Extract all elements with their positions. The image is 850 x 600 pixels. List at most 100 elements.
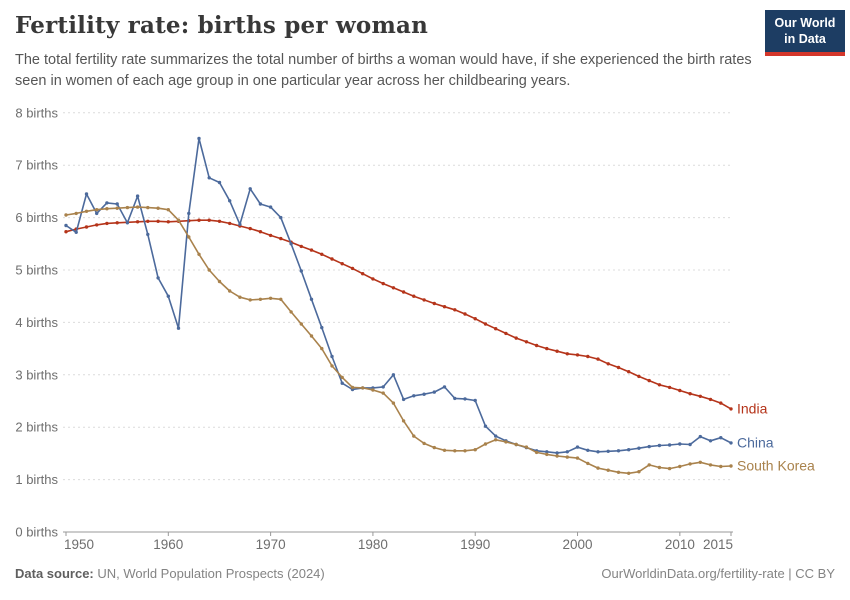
data-point[interactable] bbox=[105, 201, 109, 205]
data-point[interactable] bbox=[299, 269, 303, 273]
data-point[interactable] bbox=[217, 180, 222, 185]
data-point[interactable] bbox=[248, 187, 252, 191]
data-point[interactable] bbox=[187, 235, 191, 239]
data-point[interactable] bbox=[494, 434, 498, 438]
data-point[interactable] bbox=[719, 401, 723, 405]
data-point[interactable] bbox=[401, 419, 406, 423]
data-point[interactable] bbox=[135, 205, 140, 209]
data-point[interactable] bbox=[361, 272, 365, 276]
data-point[interactable] bbox=[391, 286, 396, 290]
data-point[interactable] bbox=[606, 449, 610, 453]
data-point[interactable] bbox=[412, 394, 416, 398]
data-point[interactable] bbox=[442, 385, 447, 389]
footer-link[interactable]: OurWorldinData.org/fertility-rate | CC B… bbox=[601, 566, 835, 581]
data-point[interactable] bbox=[473, 317, 477, 321]
data-point[interactable] bbox=[504, 440, 508, 444]
series-label-china[interactable]: China bbox=[737, 434, 774, 450]
data-point[interactable] bbox=[135, 220, 140, 224]
series-line[interactable] bbox=[65, 206, 732, 475]
data-point[interactable] bbox=[412, 434, 416, 438]
data-point[interactable] bbox=[596, 450, 600, 454]
data-point[interactable] bbox=[268, 205, 273, 209]
data-point[interactable] bbox=[228, 199, 232, 203]
data-point[interactable] bbox=[606, 362, 610, 366]
data-point[interactable] bbox=[575, 456, 580, 460]
data-point[interactable] bbox=[95, 208, 99, 212]
data-point[interactable] bbox=[95, 211, 99, 216]
data-point[interactable] bbox=[197, 218, 201, 222]
data-point[interactable] bbox=[197, 136, 201, 141]
data-point[interactable] bbox=[647, 378, 651, 383]
data-point[interactable] bbox=[698, 434, 702, 439]
data-point[interactable] bbox=[248, 298, 252, 302]
data-point[interactable] bbox=[524, 340, 529, 344]
series-label-india[interactable]: India bbox=[737, 400, 768, 416]
data-point[interactable] bbox=[565, 455, 569, 459]
data-point[interactable] bbox=[340, 262, 344, 266]
data-point[interactable] bbox=[514, 336, 518, 340]
data-point[interactable] bbox=[320, 252, 324, 256]
data-point[interactable] bbox=[350, 385, 355, 390]
data-point[interactable] bbox=[678, 388, 682, 393]
data-point[interactable] bbox=[309, 248, 314, 252]
data-point[interactable] bbox=[463, 449, 467, 453]
data-point[interactable] bbox=[238, 295, 242, 299]
data-point[interactable] bbox=[678, 464, 682, 469]
data-point[interactable] bbox=[64, 230, 68, 234]
data-point[interactable] bbox=[125, 205, 130, 210]
data-point[interactable] bbox=[473, 448, 477, 452]
data-point[interactable] bbox=[84, 209, 89, 213]
data-point[interactable] bbox=[258, 230, 263, 234]
data-point[interactable] bbox=[627, 471, 631, 475]
data-point[interactable] bbox=[330, 354, 334, 359]
data-point[interactable] bbox=[729, 407, 733, 411]
data-point[interactable] bbox=[340, 375, 344, 380]
data-point[interactable] bbox=[667, 443, 672, 447]
data-point[interactable] bbox=[320, 346, 324, 351]
data-point[interactable] bbox=[586, 461, 590, 466]
data-point[interactable] bbox=[719, 436, 723, 440]
data-point[interactable] bbox=[432, 445, 436, 450]
data-point[interactable] bbox=[146, 232, 150, 237]
data-point[interactable] bbox=[575, 353, 580, 357]
data-point[interactable] bbox=[667, 385, 672, 390]
data-point[interactable] bbox=[422, 441, 426, 446]
data-point[interactable] bbox=[545, 346, 549, 351]
data-point[interactable] bbox=[330, 257, 334, 261]
series-line[interactable] bbox=[65, 137, 732, 454]
data-point[interactable] bbox=[268, 296, 273, 300]
data-point[interactable] bbox=[463, 312, 467, 316]
data-point[interactable] bbox=[135, 194, 140, 198]
data-point[interactable] bbox=[442, 305, 447, 309]
data-point[interactable] bbox=[95, 223, 99, 227]
data-point[interactable] bbox=[166, 208, 170, 212]
data-point[interactable] bbox=[176, 326, 181, 330]
series-china[interactable]: China bbox=[64, 136, 774, 455]
data-point[interactable] bbox=[545, 450, 549, 454]
data-point[interactable] bbox=[637, 374, 641, 379]
data-point[interactable] bbox=[688, 392, 692, 396]
data-point[interactable] bbox=[156, 276, 160, 280]
data-point[interactable] bbox=[453, 396, 457, 401]
data-point[interactable] bbox=[268, 233, 273, 238]
data-point[interactable] bbox=[289, 310, 293, 314]
data-point[interactable] bbox=[494, 327, 498, 331]
data-point[interactable] bbox=[166, 294, 170, 298]
series-label-south-korea[interactable]: South Korea bbox=[737, 457, 815, 473]
data-point[interactable] bbox=[616, 449, 621, 453]
data-point[interactable] bbox=[432, 390, 436, 394]
data-point[interactable] bbox=[248, 226, 252, 231]
data-point[interactable] bbox=[146, 205, 150, 210]
data-point[interactable] bbox=[647, 463, 651, 467]
data-point[interactable] bbox=[391, 373, 396, 377]
data-point[interactable] bbox=[688, 462, 692, 466]
data-point[interactable] bbox=[401, 397, 406, 402]
data-point[interactable] bbox=[565, 352, 569, 356]
data-point[interactable] bbox=[616, 365, 621, 370]
data-point[interactable] bbox=[504, 331, 508, 336]
data-point[interactable] bbox=[371, 277, 375, 281]
data-point[interactable] bbox=[463, 397, 467, 401]
data-point[interactable] bbox=[320, 325, 324, 330]
data-point[interactable] bbox=[299, 244, 303, 249]
data-point[interactable] bbox=[371, 388, 375, 392]
